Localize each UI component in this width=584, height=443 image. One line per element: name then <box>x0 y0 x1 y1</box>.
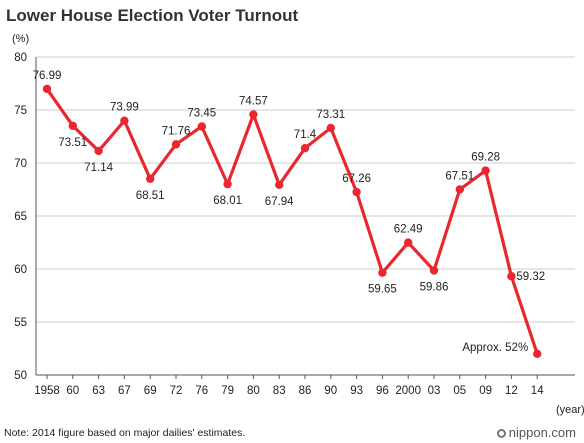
data-point <box>455 185 464 194</box>
data-label: 59.86 <box>420 281 449 293</box>
x-tick-label: 1958 <box>34 385 60 397</box>
data-label: 67.94 <box>265 196 294 208</box>
y-tick-label: 70 <box>14 158 27 170</box>
data-points <box>42 84 542 358</box>
data-label: 67.26 <box>342 173 371 185</box>
x-tick-label: 72 <box>170 385 183 397</box>
data-point <box>378 268 387 277</box>
data-label: 59.65 <box>368 284 397 296</box>
brand-logo: nippon.com <box>496 425 576 440</box>
data-point <box>223 179 232 189</box>
x-tick-label: 80 <box>247 385 260 397</box>
data-point <box>68 121 78 130</box>
data-label: 67.51 <box>445 170 474 182</box>
footnote: Note: 2014 figure based on major dailies… <box>4 427 246 439</box>
x-tick-label: 83 <box>273 385 286 397</box>
data-label: 71.76 <box>162 125 191 137</box>
data-label: 74.57 <box>239 96 268 108</box>
data-label: 71.4 <box>294 129 317 141</box>
x-tick-label: 69 <box>144 385 157 397</box>
data-label: 68.51 <box>136 190 165 202</box>
series-line-path <box>45 87 539 355</box>
data-label: Approx. 52% <box>462 342 528 354</box>
data-label: 69.28 <box>471 152 500 164</box>
x-tick-label: 09 <box>479 385 492 397</box>
x-tick-label: 96 <box>376 385 389 397</box>
data-label: 73.31 <box>316 109 345 121</box>
x-tick-label: 14 <box>531 385 544 397</box>
x-tick-label: 67 <box>118 385 131 397</box>
data-point <box>326 123 335 133</box>
data-label: 68.01 <box>213 195 242 207</box>
y-tick-label: 80 <box>14 52 27 64</box>
y-tick-label: 75 <box>14 105 27 117</box>
data-label: 76.99 <box>33 70 62 82</box>
data-point <box>300 143 310 153</box>
data-label: 73.45 <box>187 107 216 119</box>
data-point <box>275 180 284 190</box>
data-label: 73.51 <box>58 137 87 149</box>
data-point <box>120 116 129 125</box>
y-tick-label: 50 <box>14 370 27 382</box>
globe-icon <box>496 429 506 438</box>
y-tick-labels: 50 55 60 65 70 75 80 <box>14 52 27 382</box>
data-point <box>507 272 516 281</box>
data-point <box>429 266 439 275</box>
x-tick-label: 12 <box>505 385 518 397</box>
data-label: 73.99 <box>110 102 139 114</box>
data-point <box>249 110 258 119</box>
y-tick-label: 60 <box>14 264 27 276</box>
data-point <box>481 166 490 175</box>
data-label: 71.14 <box>84 162 113 174</box>
data-point <box>171 140 181 149</box>
data-point <box>533 349 542 358</box>
x-tick-label: 05 <box>453 385 466 397</box>
x-tick-label: 86 <box>299 385 312 397</box>
series-line <box>45 87 539 355</box>
x-axis-label: (year) <box>556 404 584 416</box>
data-point <box>352 187 361 197</box>
x-tick-label: 2000 <box>395 385 421 397</box>
data-labels: 76.99 73.51 71.14 73.99 68.51 71.76 73.45 68.01… <box>33 70 546 354</box>
data-label: 62.49 <box>394 224 423 236</box>
x-tick-label: 93 <box>350 385 363 397</box>
chart-title: Lower House Election Voter Turnout <box>6 6 299 25</box>
brand-text: nippon.com <box>508 425 576 440</box>
x-tick-label: 63 <box>92 385 105 397</box>
y-tick-label: 65 <box>14 211 27 223</box>
x-tick-labels: 1958 60 63 67 69 72 76 79 80 83 86 90 93 96 2000 03 05 09… <box>34 375 544 397</box>
data-point <box>146 174 155 183</box>
data-point <box>197 122 206 131</box>
x-tick-label: 90 <box>324 385 337 397</box>
y-axis-label: (%) <box>12 33 29 45</box>
x-tick-label: 79 <box>221 385 234 397</box>
data-point <box>42 84 52 94</box>
data-point <box>404 238 413 247</box>
data-label: 59.32 <box>516 271 545 283</box>
data-point <box>94 146 103 156</box>
x-tick-label: 60 <box>66 385 79 397</box>
x-tick-label: 03 <box>428 385 441 397</box>
grid-lines <box>36 56 575 323</box>
x-tick-label: 76 <box>195 385 208 397</box>
y-tick-label: 55 <box>14 317 27 329</box>
